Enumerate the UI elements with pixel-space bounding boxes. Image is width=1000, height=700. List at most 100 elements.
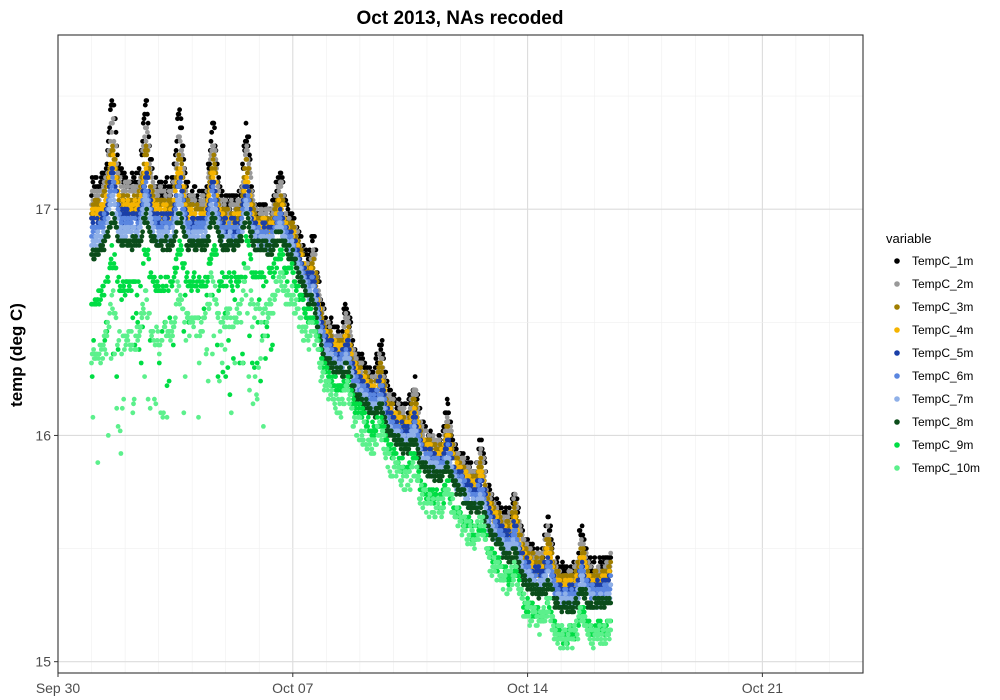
data-point [278, 193, 284, 199]
data-point [219, 188, 225, 194]
data-point [311, 256, 317, 262]
data-point [479, 473, 485, 479]
data-point [174, 138, 180, 144]
data-point [194, 193, 200, 199]
data-point [165, 229, 171, 235]
data-point [126, 179, 132, 185]
data-point [209, 202, 215, 208]
data-point [479, 469, 484, 474]
data-point [444, 396, 450, 402]
data-point [170, 224, 176, 230]
data-point [242, 188, 248, 194]
data-point [310, 274, 315, 280]
data-point [506, 528, 512, 533]
data-point [380, 351, 386, 357]
data-point [390, 401, 396, 407]
data-point [398, 405, 403, 411]
data-point [379, 369, 384, 375]
data-point [512, 514, 518, 520]
data-point [362, 374, 368, 379]
data-point [110, 193, 116, 199]
data-point [101, 211, 107, 217]
data-point [412, 405, 417, 411]
data-point [391, 414, 397, 420]
data-point [500, 523, 505, 529]
data-point [110, 166, 115, 171]
data-point [396, 396, 402, 402]
data-point [524, 541, 530, 547]
data-point [277, 220, 283, 226]
data-point [252, 234, 258, 239]
data-point [119, 220, 124, 226]
data-point [180, 143, 186, 149]
data-point [143, 179, 149, 185]
data-point [379, 383, 385, 389]
data-point [475, 482, 481, 488]
data-point [240, 161, 245, 167]
data-point [108, 138, 113, 144]
data-point [140, 138, 146, 144]
data-point [148, 215, 154, 221]
data-point [391, 396, 396, 402]
data-point [368, 378, 374, 384]
data-point [478, 455, 484, 461]
data-point [96, 193, 101, 199]
data-point [358, 365, 363, 370]
data-point [113, 129, 119, 135]
data-point [493, 510, 499, 515]
data-point [329, 347, 335, 352]
data-point [413, 414, 419, 420]
data-point [501, 514, 507, 520]
data-point [212, 148, 218, 153]
data-point [550, 573, 556, 579]
data-point [327, 342, 333, 348]
data-point [472, 469, 477, 474]
data-point [223, 215, 229, 221]
data-point [465, 455, 470, 461]
data-point [595, 577, 600, 583]
data-point [159, 179, 164, 185]
data-point [379, 356, 385, 361]
data-point [423, 424, 428, 429]
data-point [523, 546, 529, 551]
data-point [373, 356, 379, 361]
data-point [367, 365, 373, 370]
data-point [430, 433, 436, 438]
data-point [545, 559, 551, 565]
data-point [344, 329, 350, 334]
data-point [401, 433, 407, 438]
data-point [145, 120, 151, 126]
data-point [174, 215, 180, 221]
data-point [487, 487, 493, 493]
data-point [608, 555, 614, 560]
data-point [545, 555, 551, 560]
data-point [395, 428, 401, 434]
data-point [125, 197, 131, 203]
data-point [145, 202, 151, 208]
data-point [453, 446, 459, 452]
data-point [496, 500, 502, 506]
data-point [144, 170, 150, 176]
data-point [536, 564, 542, 570]
data-point [545, 523, 551, 529]
data-point [247, 152, 252, 158]
data-point [412, 424, 417, 429]
data-point [144, 98, 150, 103]
data-point [307, 247, 312, 253]
data-point [514, 523, 519, 529]
data-point [463, 469, 469, 474]
data-point [488, 514, 493, 520]
data-point [323, 315, 328, 321]
data-point [123, 188, 129, 194]
data-point [468, 460, 474, 465]
data-point [129, 220, 134, 226]
data-point [246, 166, 252, 171]
data-point [289, 234, 294, 239]
data-point [201, 197, 207, 203]
data-point [310, 261, 315, 266]
data-point [342, 324, 347, 330]
data-point [395, 401, 401, 407]
data-point [503, 505, 509, 511]
data-point [459, 473, 465, 479]
data-point [226, 220, 232, 226]
